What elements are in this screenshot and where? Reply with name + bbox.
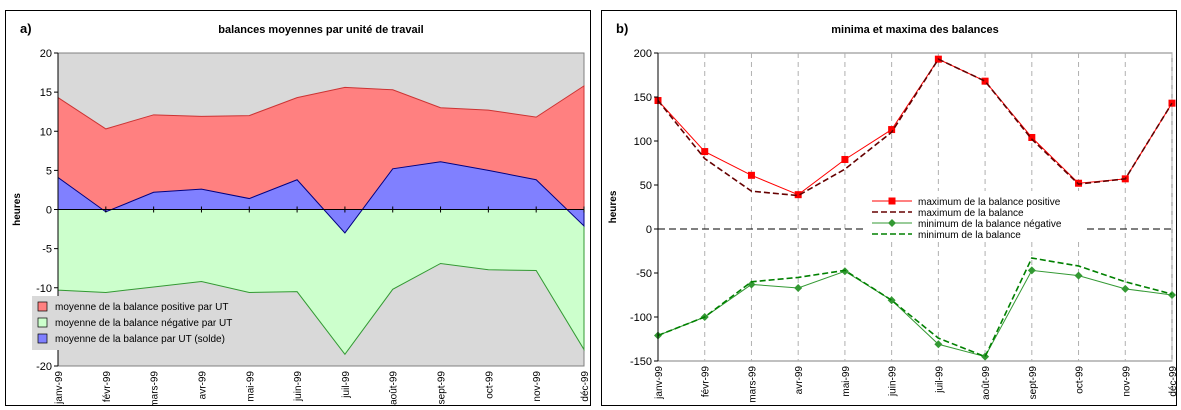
y-tick-label: 5	[46, 165, 52, 177]
y-tick-label: 200	[634, 48, 652, 60]
x-tick-label: nov-99	[1121, 366, 1132, 397]
panel-label: b)	[616, 21, 628, 36]
legend-label: minimum de la balance	[918, 230, 1021, 241]
series-3-point	[981, 352, 990, 361]
y-tick-label: 20	[40, 48, 52, 60]
x-tick-label: mai-99	[841, 366, 852, 397]
chart-panel-b: b) minima et maxima des balances -150 -100 -…	[601, 10, 1179, 406]
series-1-point	[841, 155, 849, 163]
y-tick-label: 10	[40, 126, 52, 138]
x-tick-label: sept-99	[437, 371, 448, 405]
chart-panel-a: a) balances moyennes par unité de travail…	[5, 10, 591, 408]
x-tick-label: mai-99	[245, 371, 256, 402]
x-tick-label: avr-99	[794, 366, 805, 395]
series-1-point	[1028, 133, 1036, 141]
area-series-3	[57, 161, 585, 234]
legend-marker	[888, 197, 896, 205]
x-tick-label: oct-99	[484, 371, 495, 399]
series-1-point	[794, 191, 802, 199]
chart-title: minima et maxima des balances	[831, 24, 999, 36]
chart-title: balances moyennes par unité de travail	[218, 24, 423, 36]
legend-swatch	[37, 301, 48, 312]
series-1-point	[701, 148, 709, 156]
legend-swatch	[37, 333, 48, 344]
series-3-point	[1121, 284, 1130, 293]
series-3-point	[794, 283, 803, 292]
x-tick-label: déc-99	[580, 371, 590, 402]
panel-label: a)	[20, 21, 32, 36]
x-tick-label: juil-99	[934, 366, 945, 394]
x-tick-label: avr-99	[197, 371, 208, 400]
legend-label: moyenne de la balance négative par UT	[55, 318, 232, 329]
y-tick-label: 100	[634, 136, 652, 148]
x-tick-label: juin-99	[888, 366, 899, 397]
legend-box	[866, 191, 1086, 241]
series-3-point	[934, 340, 943, 349]
line-series-2	[657, 58, 1173, 197]
y-tick-label: 0	[646, 224, 652, 236]
series-1-point	[981, 77, 989, 85]
x-tick-label: févr-99	[102, 371, 113, 403]
x-tick-label: mars-99	[747, 366, 758, 403]
x-tick-label: mars-99	[150, 371, 161, 405]
x-tick-label: nov-99	[532, 371, 543, 402]
legend-label: maximum de la balance positive	[918, 197, 1061, 208]
legend-marker	[888, 219, 896, 227]
x-tick-label: déc-99	[1168, 366, 1176, 397]
series-3-point	[1027, 266, 1036, 275]
legend-label: maximum de la balance	[918, 208, 1024, 219]
series-1-point	[888, 126, 896, 134]
legend-box	[32, 296, 282, 350]
x-tick-label: août-99	[389, 371, 400, 405]
x-tick-label: juil-99	[341, 371, 352, 399]
y-tick-label: 50	[640, 180, 652, 192]
y-tick-label: -20	[36, 361, 52, 373]
y-tick-label: -100	[630, 312, 652, 324]
y-tick-label: -5	[42, 244, 52, 256]
y-tick-label: -50	[636, 268, 652, 280]
area-series-2	[57, 209, 585, 356]
y-tick-label: 150	[634, 92, 652, 104]
chart-a-svg: a) balances moyennes par unité de travail…	[12, 21, 591, 408]
legend-label: moyenne de la balance par UT (solde)	[55, 334, 225, 345]
series-3-point	[1074, 271, 1083, 280]
legend-label: minimum de la balance négative	[918, 219, 1062, 230]
legend-swatch	[37, 317, 48, 328]
x-tick-label: juin-99	[293, 371, 304, 402]
legend-label: moyenne de la balance positive par UT	[55, 302, 228, 313]
line-series-3	[657, 269, 1173, 358]
chart-b-svg: b) minima et maxima des balances -150 -100 -…	[608, 21, 1179, 403]
x-tick-label: août-99	[981, 366, 992, 400]
y-axis-label: heures	[12, 193, 23, 226]
series-1-point	[747, 171, 755, 179]
y-axis-label: heures	[608, 190, 619, 223]
x-tick-label: févr-99	[701, 366, 712, 398]
x-tick-label: janv-99	[654, 366, 665, 400]
series-3-point	[747, 280, 756, 289]
x-tick-label: janv-99	[54, 371, 65, 405]
y-tick-label: -10	[36, 283, 52, 295]
y-tick-label: 0	[46, 205, 52, 217]
series-3-point	[1168, 291, 1176, 299]
y-tick-label: -150	[630, 356, 652, 368]
line-series-4	[657, 257, 1173, 358]
y-tick-label: 15	[40, 87, 52, 99]
x-tick-label: sept-99	[1028, 366, 1039, 400]
x-tick-label: oct-99	[1075, 366, 1086, 394]
